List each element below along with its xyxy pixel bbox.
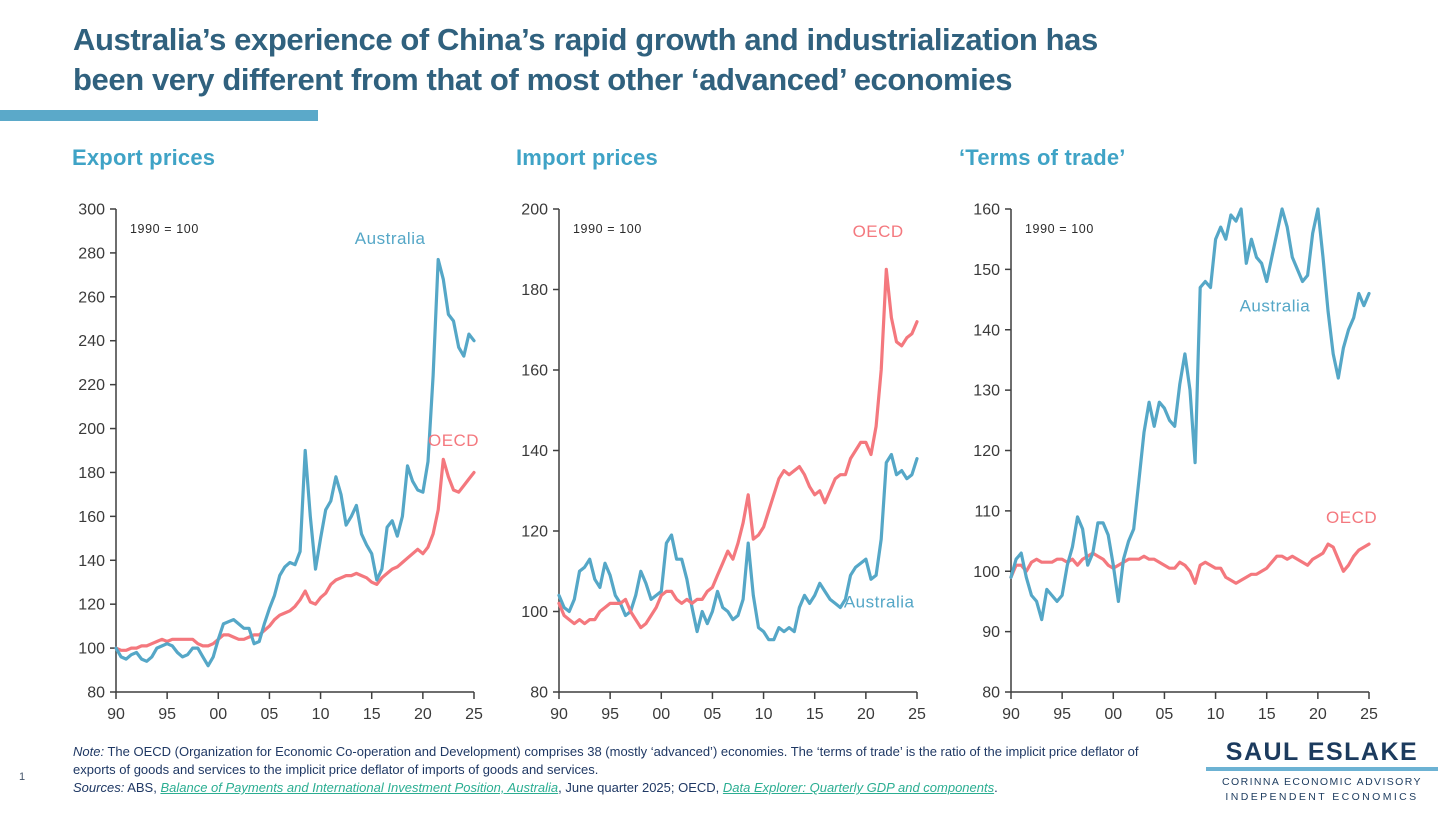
x-tick-label: 15 bbox=[363, 706, 381, 723]
logo-subtitle-1: CORINNA ECONOMIC ADVISORY bbox=[1222, 776, 1422, 788]
australia-series-label: Australia bbox=[1240, 297, 1311, 316]
logo-subtitle-2: INDEPENDENT ECONOMICS bbox=[1225, 791, 1419, 803]
x-tick-label: 00 bbox=[1104, 706, 1122, 723]
y-tick-label: 200 bbox=[78, 421, 105, 438]
y-tick-label: 150 bbox=[973, 262, 1000, 279]
oecd-series-label: OECD bbox=[1326, 508, 1377, 527]
y-tick-label: 280 bbox=[78, 245, 105, 262]
y-tick-label: 110 bbox=[974, 503, 1000, 520]
australia-line bbox=[557, 452, 919, 642]
index-base-annotation: 1990 = 100 bbox=[573, 222, 642, 236]
oecd-series-label: OECD bbox=[853, 222, 904, 241]
y-tick-label: 130 bbox=[973, 383, 1000, 400]
sources-mid: , June quarter 2025; OECD, bbox=[558, 780, 723, 795]
australia-line bbox=[1009, 207, 1371, 622]
y-tick-label: 220 bbox=[78, 377, 105, 394]
x-tick-label: 25 bbox=[908, 706, 926, 723]
oecd-series-label: OECD bbox=[428, 431, 479, 450]
australia-series-label: Australia bbox=[355, 229, 426, 248]
australia-line bbox=[114, 257, 476, 668]
y-tick-label: 140 bbox=[521, 443, 548, 460]
oecd-data-explorer-link[interactable]: Data Explorer: Quarterly GDP and compone… bbox=[722, 780, 995, 795]
saul-eslake-logo: SAUL ESLAKE CORINNA ECONOMIC ADVISORY IN… bbox=[1206, 738, 1438, 805]
y-tick-label: 260 bbox=[78, 289, 105, 306]
x-tick-label: 25 bbox=[465, 706, 483, 723]
x-tick-label: 05 bbox=[261, 706, 279, 723]
abs-balance-of-payments-link[interactable]: Balance of Payments and International In… bbox=[160, 780, 559, 795]
y-tick-label: 100 bbox=[973, 564, 1000, 581]
terms-of-trade-section: ‘Terms of trade’ 80 90 100 110 120 130 140 150 1… bbox=[953, 145, 1398, 755]
oecd-line bbox=[114, 457, 476, 652]
y-tick-label: 120 bbox=[78, 597, 105, 614]
x-tick-label: 90 bbox=[550, 706, 568, 723]
x-tick-label: 95 bbox=[158, 706, 176, 723]
logo-rule bbox=[1206, 767, 1438, 771]
x-tick-label: 10 bbox=[312, 706, 330, 723]
y-tick-label: 160 bbox=[78, 509, 105, 526]
y-tick-label: 180 bbox=[521, 282, 548, 299]
y-tick-label: 240 bbox=[78, 333, 105, 350]
x-tick-label: 10 bbox=[755, 706, 773, 723]
sources-pre: ABS, bbox=[124, 780, 161, 795]
australia-series-label: Australia bbox=[844, 592, 915, 611]
x-tick-label: 05 bbox=[704, 706, 722, 723]
note-text: The OECD (Organization for Economic Co-o… bbox=[73, 744, 1139, 777]
y-tick-label: 100 bbox=[521, 604, 548, 621]
page-number: 1 bbox=[19, 771, 26, 783]
y-tick-label: 160 bbox=[521, 363, 548, 380]
y-tick-label: 80 bbox=[87, 685, 105, 702]
x-tick-label: 20 bbox=[414, 706, 432, 723]
page-title-line1: Australia’s experience of China’s rapid … bbox=[73, 22, 1098, 57]
import-prices-chart: 80 100 120 140 160 180 200 90 95 00 05 10 15 20 25 1990… bbox=[521, 202, 926, 724]
logo-name: SAUL ESLAKE bbox=[1225, 738, 1419, 766]
export-prices-section: Export prices 80 100 120 140 160 180 200 220 240… bbox=[58, 145, 503, 755]
sources-end: . bbox=[994, 780, 998, 795]
y-tick-label: 200 bbox=[521, 202, 548, 219]
axes bbox=[1010, 209, 1369, 693]
page-title-line2: been very different from that of most ot… bbox=[73, 62, 1013, 97]
x-tick-label: 25 bbox=[1360, 706, 1378, 723]
y-tick-label: 140 bbox=[973, 322, 1000, 339]
oecd-line bbox=[557, 267, 919, 630]
x-tick-label: 95 bbox=[601, 706, 619, 723]
index-base-annotation: 1990 = 100 bbox=[130, 222, 199, 236]
title-accent-bar bbox=[0, 110, 318, 121]
y-tick-label: 300 bbox=[78, 202, 105, 219]
x-tick-label: 20 bbox=[1309, 706, 1327, 723]
y-tick-label: 180 bbox=[78, 465, 105, 482]
y-tick-label: 140 bbox=[78, 553, 105, 570]
sources-label: Sources: bbox=[73, 780, 125, 795]
y-tick-label: 120 bbox=[973, 443, 1000, 460]
oecd-line bbox=[1009, 542, 1371, 585]
y-tick-label: 100 bbox=[78, 641, 105, 658]
page-title: Australia’s experience of China’s rapid … bbox=[73, 20, 1383, 100]
index-base-annotation: 1990 = 100 bbox=[1025, 222, 1094, 236]
x-tick-label: 90 bbox=[1002, 706, 1020, 723]
x-tick-label: 15 bbox=[806, 706, 824, 723]
x-tick-label: 90 bbox=[107, 706, 125, 723]
x-tick-label: 15 bbox=[1258, 706, 1276, 723]
export-prices-chart: 80 100 120 140 160 180 200 220 240 260 280 300 90 95 0… bbox=[78, 202, 483, 724]
note-label: Note: bbox=[73, 744, 105, 759]
x-tick-label: 00 bbox=[652, 706, 670, 723]
axes bbox=[558, 209, 917, 693]
import-prices-section: Import prices 80 100 120 140 160 180 200 90 95 00… bbox=[501, 145, 946, 755]
y-tick-label: 90 bbox=[982, 624, 1000, 641]
chart-title-export-prices: Export prices bbox=[72, 145, 216, 170]
x-tick-label: 10 bbox=[1207, 706, 1225, 723]
x-tick-label: 95 bbox=[1053, 706, 1071, 723]
chart-title-terms-of-trade: ‘Terms of trade’ bbox=[959, 145, 1126, 170]
y-tick-label: 80 bbox=[530, 685, 548, 702]
y-tick-label: 120 bbox=[521, 524, 548, 541]
x-tick-label: 05 bbox=[1156, 706, 1174, 723]
chart-title-import-prices: Import prices bbox=[516, 145, 658, 170]
x-tick-label: 20 bbox=[857, 706, 875, 723]
axes bbox=[115, 209, 474, 693]
x-tick-label: 00 bbox=[209, 706, 227, 723]
footnote: Note: The OECD (Organization for Economi… bbox=[73, 743, 1181, 797]
y-tick-label: 160 bbox=[973, 202, 1000, 219]
y-tick-label: 80 bbox=[982, 685, 1000, 702]
